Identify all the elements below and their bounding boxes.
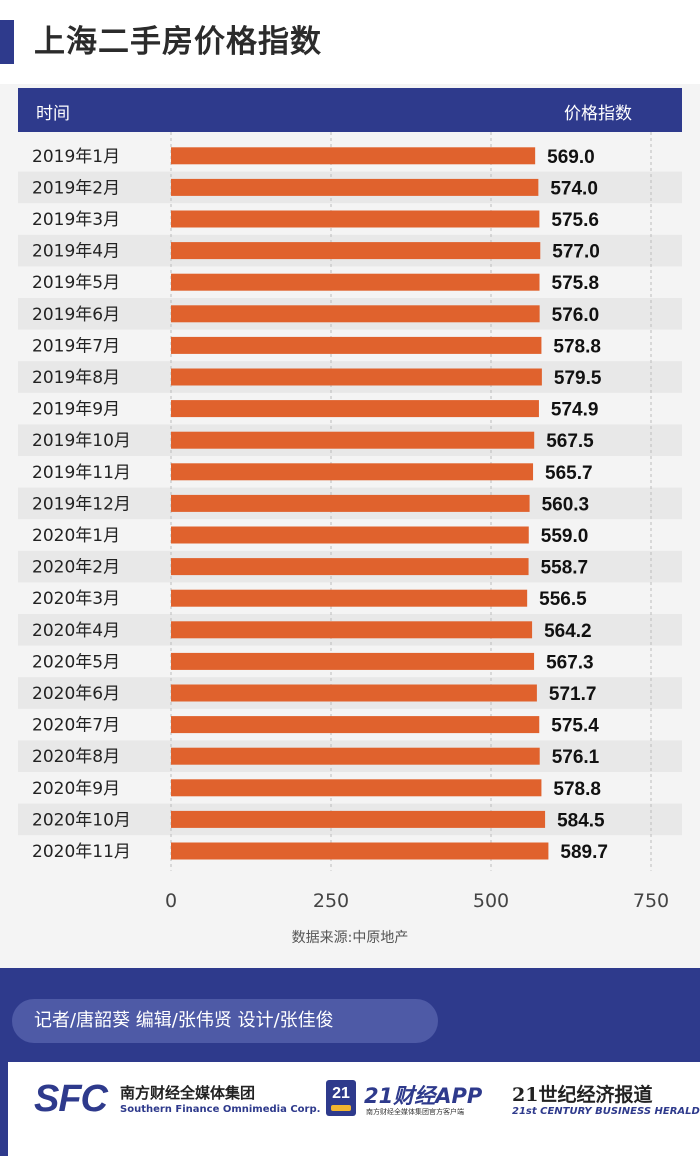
value-label: 575.6 [551, 210, 599, 231]
bar-chart: 2019年1月 569.0 2019年2月 574.0 2019年3月 575.6 2019… [18, 132, 682, 912]
herald-name-cn: 21世纪经济报道 [512, 1084, 653, 1106]
category-label: 2020年11月 [32, 842, 131, 862]
x-tick-label: 0 [165, 890, 177, 912]
value-label: 556.5 [539, 589, 587, 610]
category-label: 2019年8月 [32, 368, 120, 388]
bar [171, 242, 541, 260]
bar [171, 842, 549, 860]
value-label: 558.7 [541, 558, 589, 579]
value-label: 575.8 [552, 273, 600, 294]
category-label: 2019年9月 [32, 400, 120, 420]
category-label: 2020年10月 [32, 810, 131, 830]
app-badge-text: 21 [332, 1085, 350, 1102]
sfc-mark: SFC [34, 1078, 108, 1120]
category-label: 2019年1月 [32, 147, 120, 167]
sfc-name-en: Southern Finance Omnimedia Corp. [120, 1104, 321, 1115]
title-accent [0, 20, 14, 64]
app-subtitle: 南方财经全媒体集团官方客户端 [366, 1108, 464, 1116]
value-label: 560.3 [542, 494, 590, 515]
bar [171, 400, 539, 418]
bar [171, 336, 542, 354]
data-source: 数据来源:中原地产 [291, 930, 409, 946]
bar [171, 684, 537, 702]
app-badge-icon: 21 [326, 1080, 356, 1116]
value-label: 574.0 [550, 178, 598, 199]
value-label: 559.0 [541, 526, 589, 547]
category-label: 2019年12月 [32, 494, 131, 514]
category-label: 2019年11月 [32, 463, 131, 483]
logo-strip-accent [0, 1062, 8, 1156]
credits: 记者/唐韶葵 编辑/张伟贤 设计/张佳俊 [12, 999, 438, 1043]
value-label: 578.8 [553, 779, 601, 800]
category-label: 2020年6月 [32, 684, 120, 704]
bar [171, 147, 536, 165]
bar [171, 716, 540, 734]
x-tick-label: 750 [633, 890, 669, 912]
value-label: 576.1 [552, 747, 600, 768]
bar [171, 779, 542, 797]
category-label: 2020年9月 [32, 779, 120, 799]
bar [171, 747, 540, 765]
value-label: 569.0 [547, 147, 595, 168]
bar [171, 558, 529, 576]
sfc-name-cn: 南方财经全媒体集团 [120, 1084, 256, 1102]
value-label: 589.7 [560, 842, 608, 863]
bar [171, 273, 540, 291]
value-label: 571.7 [549, 684, 597, 705]
bar [171, 368, 542, 386]
bar [171, 210, 540, 228]
herald-name-en: 21st CENTURY BUSINESS HERALD [512, 1106, 700, 1117]
x-tick-label: 500 [473, 890, 509, 912]
value-label: 584.5 [557, 810, 605, 831]
category-label: 2020年8月 [32, 747, 120, 767]
value-label: 567.3 [546, 652, 594, 673]
category-label: 2019年3月 [32, 210, 120, 230]
category-label: 2019年4月 [32, 242, 120, 262]
category-label: 2020年3月 [32, 589, 120, 609]
value-label: 576.0 [552, 305, 600, 326]
bar [171, 305, 540, 323]
category-label: 2020年5月 [32, 652, 120, 672]
bar [171, 621, 533, 639]
value-label: 567.5 [546, 431, 594, 452]
app-title: 21财经APP [364, 1084, 483, 1108]
category-label: 2019年7月 [32, 336, 120, 356]
bar [171, 431, 535, 449]
category-label: 2020年2月 [32, 558, 120, 578]
value-label: 574.9 [551, 400, 599, 421]
bar [171, 810, 546, 828]
value-label: 578.8 [553, 336, 601, 357]
category-label: 2020年1月 [32, 526, 120, 546]
x-tick-label: 250 [313, 890, 349, 912]
value-label: 579.5 [554, 368, 602, 389]
bar [171, 463, 534, 481]
table-header: 时间 价格指数 [18, 88, 682, 132]
category-label: 2019年10月 [32, 431, 131, 451]
value-label: 565.7 [545, 463, 593, 484]
value-label: 577.0 [552, 242, 600, 263]
bar [171, 526, 529, 544]
category-label: 2019年5月 [32, 273, 120, 293]
value-label: 575.4 [551, 716, 599, 737]
value-label: 564.2 [544, 621, 592, 642]
header-time: 时间 [36, 104, 70, 124]
bar [171, 494, 530, 512]
chart-title: 上海二手房价格指数 [34, 24, 322, 60]
header-index: 价格指数 [564, 104, 632, 124]
category-label: 2020年7月 [32, 716, 120, 736]
title-bar: 上海二手房价格指数 [0, 0, 700, 84]
category-label: 2020年4月 [32, 621, 120, 641]
category-label: 2019年2月 [32, 178, 120, 198]
bar [171, 589, 528, 607]
bar [171, 178, 539, 196]
bar [171, 652, 535, 670]
category-label: 2019年6月 [32, 305, 120, 325]
